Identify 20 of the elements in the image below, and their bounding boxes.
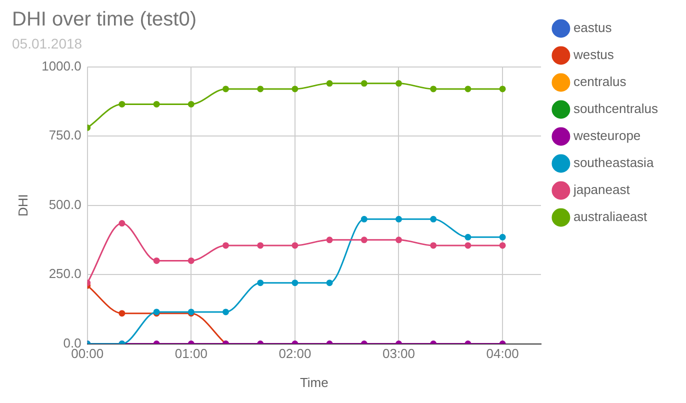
legend-label: australiaeast	[573, 209, 648, 224]
x-tick-label: 01:00	[174, 346, 208, 362]
legend-label: eastus	[573, 20, 612, 36]
legend-label: southeastasia	[573, 155, 654, 170]
y-axis-title: DHI	[15, 194, 30, 216]
chart-title: DHI over time (test0)	[12, 8, 196, 31]
y-tick-label: 250.0	[48, 266, 82, 282]
x-tick-label: 04:00	[486, 346, 519, 362]
x-tick-label: 02:00	[278, 346, 312, 362]
y-tick-label: 750.0	[48, 128, 82, 143]
legend-label: centralus	[573, 74, 627, 90]
legend-label: southcentralus	[573, 101, 658, 116]
y-tick-label: 500.0	[48, 196, 82, 212]
y-tick-label: 1000.0	[42, 58, 82, 74]
x-tick-label: 03:00	[382, 346, 416, 362]
legend-label: westeurope	[572, 128, 641, 144]
legend-label: westus	[572, 47, 614, 62]
legend-label: japaneast	[572, 182, 630, 198]
chart-subtitle: 05.01.2018	[12, 35, 82, 52]
x-axis-title: Time	[300, 374, 328, 390]
